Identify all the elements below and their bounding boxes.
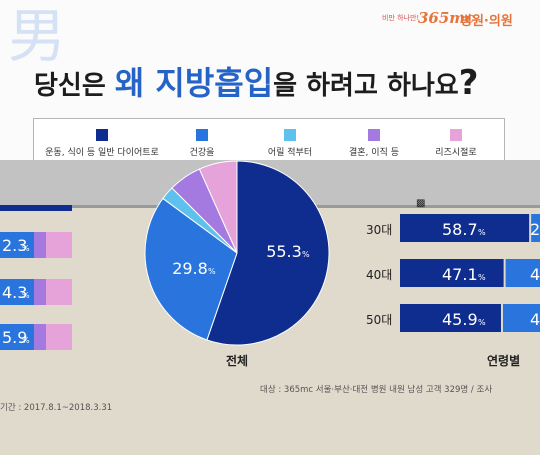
age-bar-1-seg-2 xyxy=(531,214,540,242)
brand-tagline: 비만 하나만! xyxy=(382,14,420,22)
legend-swatch-2 xyxy=(196,129,208,141)
age-bar-2-seg-1 xyxy=(400,259,504,287)
bar-caption: 연령별 xyxy=(487,354,521,368)
pie-label-2-unit: % xyxy=(208,267,216,276)
left-bar-2-seg-2 xyxy=(34,279,46,305)
left-bar-unit-3: % xyxy=(22,336,30,345)
left-bar-1-seg-1 xyxy=(0,232,34,258)
age-bar-unit-1: % xyxy=(478,228,486,237)
title-question-mark: ? xyxy=(458,63,479,103)
age-bar-unit-2: % xyxy=(478,273,486,282)
survey-period: 기간 : 2017.8.1~2018.3.31 xyxy=(0,403,113,413)
legend-item-4: 결혼, 이직 등 xyxy=(324,129,424,160)
pie-slice-5 xyxy=(198,160,238,254)
left-bar-label-2: 4.3 xyxy=(2,283,27,302)
legend-label-3: 어릴 적부터 xyxy=(267,148,313,158)
age-bar-label-3: 45.9 xyxy=(442,310,478,329)
legend-label-2: 건강을 xyxy=(189,148,215,158)
legend-swatch-1 xyxy=(96,129,108,141)
title-post: 을 하려고 하나요 xyxy=(273,71,459,101)
age-bar-next-label-1: 2 xyxy=(530,220,540,239)
left-bar-unit-1: % xyxy=(22,244,30,253)
age-bar-next-label-3: 4 xyxy=(530,310,540,329)
age-label-2: 40대 xyxy=(366,268,392,282)
watermark-glyph: 男 xyxy=(8,2,67,70)
brand-logo: 365mc xyxy=(418,9,475,27)
left-bar-3-seg-3 xyxy=(46,324,72,350)
left-bar-label-1: 2.3 xyxy=(2,236,27,255)
pie-label-1-unit: % xyxy=(302,250,310,259)
survey-footnote: 대상 : 365mc 서울·부산·대전 병원 내원 남성 고객 329명 / 조… xyxy=(260,385,493,395)
age-bar-label-1: 58.7 xyxy=(442,220,478,239)
legend-item-3: 어릴 적부터 xyxy=(240,129,340,160)
legend-item-2: 건강을 xyxy=(152,129,252,160)
left-bar-label-3: 5.9 xyxy=(2,328,27,347)
left-bar-1-seg-3 xyxy=(46,232,72,258)
age-bar-next-label-2: 4 xyxy=(530,265,540,284)
age-bar-label-2: 47.1 xyxy=(442,265,478,284)
left-bar-3-seg-2 xyxy=(34,324,46,350)
legend-label-5: 리즈시절로 xyxy=(435,148,477,158)
pie-label-1: 55.3 xyxy=(266,242,302,261)
title-highlight: 왜 지방흡입 xyxy=(114,64,274,102)
pie-slice-2 xyxy=(144,197,238,341)
pie-caption: 전체 xyxy=(226,354,249,368)
legend-swatch-5 xyxy=(450,129,462,141)
left-bar-1-seg-2 xyxy=(34,232,46,258)
age-bar-3-seg-1 xyxy=(400,304,501,332)
legend-swatch-3 xyxy=(284,129,296,141)
page-title: 당신은 왜 지방흡입을 하려고 하나요? xyxy=(34,58,478,104)
blur-glyph: ▩ xyxy=(416,198,426,209)
age-bar-unit-3: % xyxy=(478,318,486,327)
title-pre: 당신은 xyxy=(34,71,115,101)
legend-label-4: 결혼, 이직 등 xyxy=(349,148,399,158)
left-bar-2-seg-1 xyxy=(0,279,34,305)
age-label-3: 50대 xyxy=(366,313,392,327)
legend-item-5: 리즈시절로 xyxy=(406,129,506,160)
pie-label-2: 29.8 xyxy=(172,259,208,278)
age-label-1: 30대 xyxy=(366,223,392,237)
age-bar-2-seg-2 xyxy=(505,259,540,287)
left-bar-top-seg xyxy=(0,205,72,211)
left-bar-2-seg-3 xyxy=(46,279,72,305)
age-bar-1-seg-1 xyxy=(400,214,530,242)
left-bar-unit-2: % xyxy=(22,291,30,300)
legend-swatch-4 xyxy=(368,129,380,141)
left-bar-3-seg-1 xyxy=(0,324,34,350)
brand-suffix: 병원·의원 xyxy=(460,14,513,29)
age-bar-3-seg-2 xyxy=(502,304,540,332)
